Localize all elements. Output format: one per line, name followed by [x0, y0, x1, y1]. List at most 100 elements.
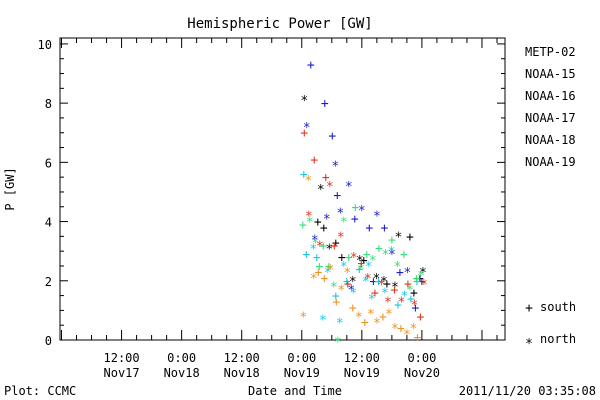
data-point: +: [332, 295, 340, 310]
legend: METP-02 NOAA-15 NOAA-16 NOAA-17 NOAA-18 NOAA-…: [525, 45, 576, 169]
data-point: *: [368, 293, 376, 308]
x-axis: 12:00Nov170:00Nov1812:00Nov180:00Nov1912…: [61, 38, 498, 380]
data-point: *: [403, 328, 411, 343]
data-point: *: [349, 287, 357, 302]
data-points: *+**+*+* +* +*++** * ++*+++*+* **+*+*+*+ *++**…: [299, 58, 428, 350]
data-point: +: [299, 218, 307, 233]
y-axis: 0 2 4 6 8 10: [38, 38, 505, 348]
series-noaa-18: ***++*+**+*+**+**+**+: [299, 174, 421, 345]
data-point: +: [300, 126, 308, 141]
data-point: +: [406, 230, 414, 245]
data-point: *: [420, 278, 428, 293]
data-point: +: [320, 221, 328, 236]
data-point: *: [311, 233, 319, 248]
data-point: *: [336, 316, 344, 331]
series-metp-02: *+**+*+* +* +*++** * ++: [300, 94, 426, 301]
data-point: *: [337, 230, 345, 245]
y-tick-label: 2: [45, 275, 52, 289]
x-tick-label-time: 12:00: [104, 351, 140, 365]
data-point: *: [309, 242, 317, 257]
data-point: *: [347, 284, 355, 299]
data-point: *: [419, 266, 427, 281]
data-point: +: [418, 274, 426, 289]
data-point: +: [302, 248, 310, 263]
data-point: *: [319, 313, 327, 328]
data-point: *: [387, 245, 395, 260]
footer-left: Plot: CCMC: [4, 384, 76, 398]
data-point: +: [365, 221, 373, 236]
data-point: +: [388, 233, 396, 248]
x-tick-label-date: Nov18: [164, 366, 200, 380]
data-point: *: [350, 251, 358, 266]
data-point: *: [406, 284, 414, 299]
marker-legend-symbol: +: [525, 301, 533, 316]
data-point: *: [357, 263, 365, 278]
data-point: *: [385, 307, 393, 322]
data-point: *: [372, 272, 380, 287]
data-point: *: [388, 248, 396, 263]
data-point: *: [400, 290, 408, 305]
legend-entry: NOAA-17: [525, 111, 576, 125]
data-point: +: [375, 242, 383, 257]
plot-frame: [59, 37, 506, 341]
y-tick-label: 4: [45, 216, 52, 230]
data-point: +: [413, 274, 421, 289]
legend-entry: NOAA-15: [525, 67, 576, 81]
data-point: +: [300, 168, 308, 183]
data-point: *: [362, 275, 370, 290]
data-point: *: [330, 281, 338, 296]
data-point: *: [306, 216, 314, 231]
x-tick-label-date: Nov17: [104, 366, 140, 380]
data-point: *: [349, 275, 357, 290]
x-tick-label-date: Nov18: [224, 366, 260, 380]
data-point: *: [409, 322, 417, 337]
data-point: *: [326, 180, 334, 195]
data-point: *: [365, 260, 373, 275]
y-tick-label: 0: [45, 334, 52, 348]
data-point: +: [412, 271, 420, 286]
data-point: +: [397, 322, 405, 337]
series-noaa-15: *+++*+* **+*+*+*+ *++**+: [303, 58, 426, 316]
marker-legend-label: south: [540, 300, 576, 314]
data-point: +: [360, 254, 368, 269]
data-point: *: [381, 248, 389, 263]
legend-entry: METP-02: [525, 45, 576, 59]
data-point: +: [380, 221, 388, 236]
data-point: *: [410, 299, 418, 314]
data-point: *: [358, 204, 366, 219]
data-point: +: [313, 251, 321, 266]
x-axis-label: Date and Time: [248, 384, 342, 398]
data-point: *: [317, 183, 325, 198]
data-point: *: [373, 210, 381, 225]
series-noaa-17: + **+++***++*+*+*+*+*+*: [299, 200, 425, 350]
data-point: +: [383, 277, 391, 292]
data-point: *: [334, 336, 342, 351]
data-point: *: [394, 230, 402, 245]
data-point: +: [407, 292, 415, 307]
data-point: +: [404, 277, 412, 292]
data-point: +: [333, 188, 341, 203]
data-point: +: [330, 239, 338, 254]
data-point: +: [319, 239, 327, 254]
legend-entry: NOAA-19: [525, 155, 576, 169]
data-point: *: [373, 316, 381, 331]
series-noaa-19: +*+*+*+*+* +*+**+*+*+*: [300, 126, 427, 325]
data-point: *: [345, 180, 353, 195]
data-point: +: [332, 289, 340, 304]
series-noaa-16: ++ *+**+*+*+**+**+*++* *: [300, 168, 421, 332]
data-point: +: [374, 274, 382, 289]
y-axis-label: P [GW]: [3, 167, 17, 210]
data-point: *: [331, 159, 339, 174]
data-point: *: [336, 207, 344, 222]
data-point: *: [326, 263, 334, 278]
data-point: *: [337, 284, 345, 299]
y-tick-label: 10: [38, 38, 52, 52]
data-point: *: [340, 260, 348, 275]
data-point: +: [410, 286, 418, 301]
data-point: +: [400, 248, 408, 263]
data-point: +: [413, 331, 421, 346]
data-point: +: [394, 298, 402, 313]
marker-legend-label: north: [540, 332, 576, 346]
data-point: +: [390, 283, 398, 298]
